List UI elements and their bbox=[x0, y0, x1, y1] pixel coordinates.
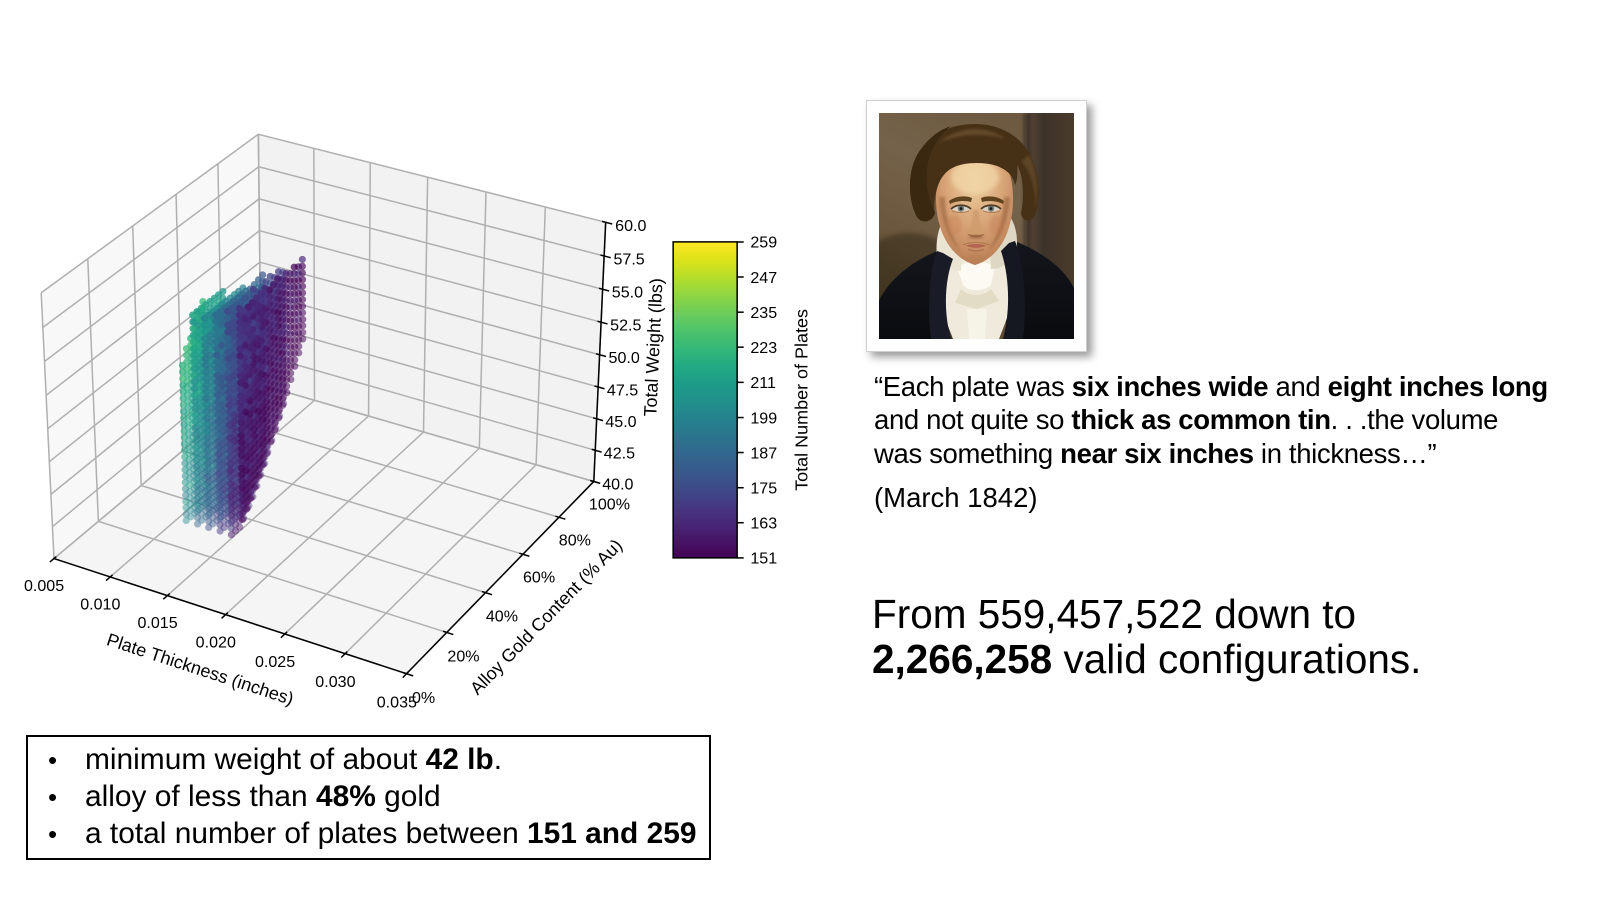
svg-text:259: 259 bbox=[750, 234, 777, 252]
svg-text:235: 235 bbox=[750, 304, 777, 322]
svg-text:20%: 20% bbox=[447, 648, 479, 666]
svg-text:42.5: 42.5 bbox=[604, 445, 635, 463]
svg-text:0.020: 0.020 bbox=[196, 633, 236, 651]
svg-text:151: 151 bbox=[750, 550, 777, 568]
svg-text:57.5: 57.5 bbox=[613, 250, 644, 268]
svg-text:Total Number of Plates: Total Number of Plates bbox=[791, 309, 811, 491]
svg-text:100%: 100% bbox=[589, 495, 630, 513]
svg-text:0.025: 0.025 bbox=[255, 653, 295, 671]
svg-text:60.0: 60.0 bbox=[615, 217, 646, 235]
svg-text:0.035: 0.035 bbox=[377, 693, 417, 711]
svg-text:0.030: 0.030 bbox=[315, 673, 355, 691]
svg-text:40%: 40% bbox=[486, 607, 518, 625]
svg-text:163: 163 bbox=[750, 515, 777, 533]
svg-text:80%: 80% bbox=[559, 531, 591, 549]
svg-text:47.5: 47.5 bbox=[607, 381, 638, 399]
svg-text:45.0: 45.0 bbox=[605, 413, 636, 431]
svg-text:247: 247 bbox=[750, 269, 777, 287]
svg-text:52.5: 52.5 bbox=[610, 317, 641, 335]
svg-text:187: 187 bbox=[750, 444, 777, 462]
svg-text:0.010: 0.010 bbox=[80, 595, 120, 613]
svg-text:0%: 0% bbox=[412, 689, 435, 707]
svg-text:211: 211 bbox=[750, 374, 776, 392]
svg-text:55.0: 55.0 bbox=[612, 284, 643, 302]
svg-text:175: 175 bbox=[750, 479, 777, 497]
svg-text:40.0: 40.0 bbox=[602, 476, 633, 494]
svg-text:223: 223 bbox=[750, 339, 777, 357]
svg-text:199: 199 bbox=[750, 409, 777, 427]
svg-text:0.005: 0.005 bbox=[24, 577, 64, 595]
svg-text:60%: 60% bbox=[523, 569, 555, 587]
svg-text:0.015: 0.015 bbox=[137, 614, 177, 632]
svg-text:50.0: 50.0 bbox=[609, 349, 640, 367]
